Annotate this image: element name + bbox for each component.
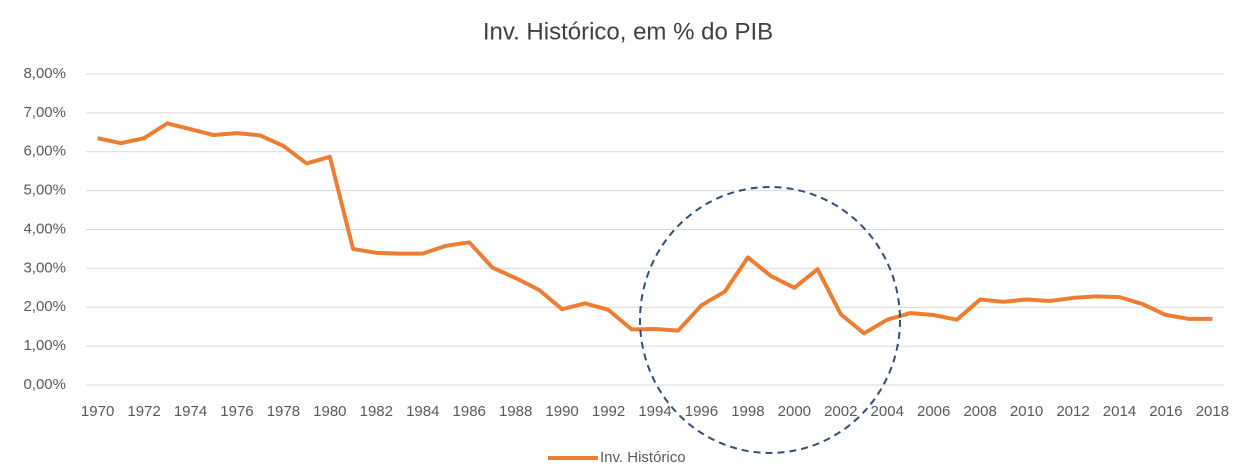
y-tick-label: 3,00% bbox=[23, 259, 66, 276]
x-tick-label: 1992 bbox=[592, 403, 625, 420]
x-tick-label: 2002 bbox=[824, 403, 857, 420]
highlight-circle bbox=[639, 186, 901, 454]
x-tick-label: 1988 bbox=[499, 403, 532, 420]
x-tick-label: 1994 bbox=[638, 403, 671, 420]
x-tick-label: 1974 bbox=[174, 403, 207, 420]
y-tick-label: 5,00% bbox=[23, 182, 66, 199]
x-tick-label: 1986 bbox=[453, 403, 486, 420]
x-tick-label: 1970 bbox=[81, 403, 114, 420]
x-tick-label: 2018 bbox=[1196, 403, 1229, 420]
chart-title: Inv. Histórico, em % do PIB bbox=[483, 18, 773, 45]
x-tick-label: 1976 bbox=[220, 403, 253, 420]
x-tick-label: 1980 bbox=[313, 403, 346, 420]
x-tick-label: 1982 bbox=[360, 403, 393, 420]
x-tick-label: 2006 bbox=[917, 403, 950, 420]
x-tick-label: 2008 bbox=[963, 403, 996, 420]
y-tick-label: 0,00% bbox=[23, 376, 66, 393]
y-tick-label: 2,00% bbox=[23, 298, 66, 315]
y-tick-label: 6,00% bbox=[23, 143, 66, 160]
x-tick-label: 2014 bbox=[1103, 403, 1136, 420]
x-tick-label: 1972 bbox=[127, 403, 160, 420]
y-tick-label: 7,00% bbox=[23, 104, 66, 121]
x-tick-label: 1990 bbox=[545, 403, 578, 420]
x-tick-label: 1998 bbox=[731, 403, 764, 420]
y-tick-label: 4,00% bbox=[23, 220, 66, 237]
y-tick-label: 8,00% bbox=[23, 65, 66, 82]
x-tick-label: 2010 bbox=[1010, 403, 1043, 420]
x-tick-label: 2016 bbox=[1149, 403, 1182, 420]
series-line bbox=[97, 121, 1213, 336]
legend-label: Inv. Histórico bbox=[600, 449, 686, 466]
y-tick-label: 1,00% bbox=[23, 337, 66, 354]
x-tick-label: 2004 bbox=[871, 403, 904, 420]
x-tick-label: 1978 bbox=[267, 403, 300, 420]
x-tick-label: 1984 bbox=[406, 403, 439, 420]
x-tick-label: 2012 bbox=[1056, 403, 1089, 420]
x-tick-label: 2000 bbox=[778, 403, 811, 420]
x-tick-label: 1996 bbox=[685, 403, 718, 420]
